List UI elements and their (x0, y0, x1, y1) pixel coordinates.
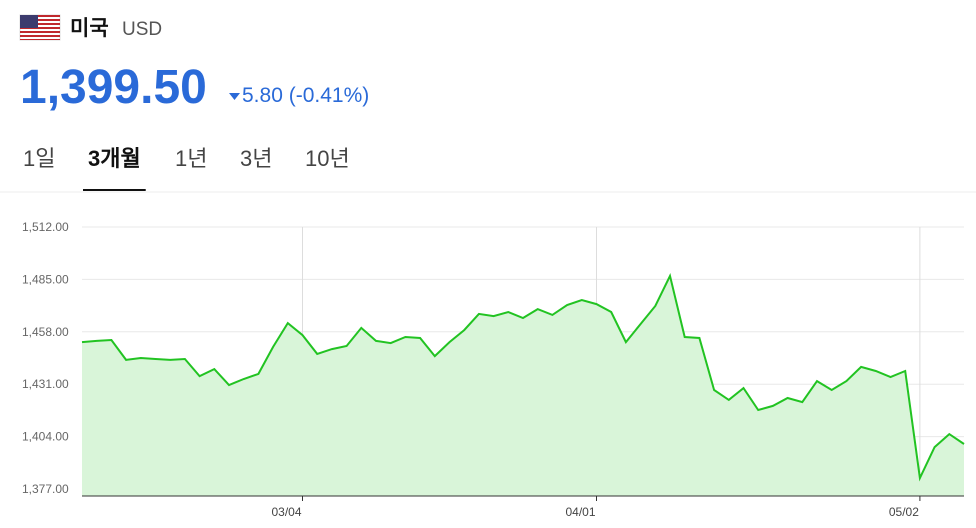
y-tick-label: 1,485.00 (22, 272, 69, 286)
price: 1,399.50 (20, 61, 207, 114)
currency: USD (122, 19, 162, 40)
y-tick-label: 1,431.00 (22, 377, 69, 391)
tab[interactable]: 3개월 (88, 146, 141, 171)
y-tick-label: 1,377.00 (22, 482, 69, 496)
x-tick-label: 05/02 (889, 505, 919, 519)
x-tick-label: 04/01 (565, 505, 595, 519)
y-tick-label: 1,458.00 (22, 325, 69, 339)
tab[interactable]: 3년 (240, 146, 272, 171)
chart: 1,377.00 1,404.00 1,431.00 1,458.00 1,485.00… (22, 220, 965, 519)
tabs: 1일 3개월 1년 3년 10년 (23, 146, 350, 191)
line (81, 272, 965, 482)
us-flag (19, 14, 61, 41)
change: 5.80 (-0.41%) (242, 84, 369, 107)
change-pct: (-0.41%) (289, 84, 370, 107)
country: 미국 (70, 17, 109, 40)
tab[interactable]: 1년 (175, 146, 207, 171)
y-tick-label: 1,404.00 (22, 430, 69, 444)
tab[interactable]: 1일 (23, 146, 55, 171)
change-value: 5.80 (242, 84, 283, 107)
y-tick-label: 1,512.00 (22, 220, 69, 234)
down-arrow (229, 93, 240, 100)
area (82, 275, 964, 496)
x-tick-label: 03/04 (271, 505, 301, 519)
tab[interactable]: 10년 (305, 146, 350, 171)
